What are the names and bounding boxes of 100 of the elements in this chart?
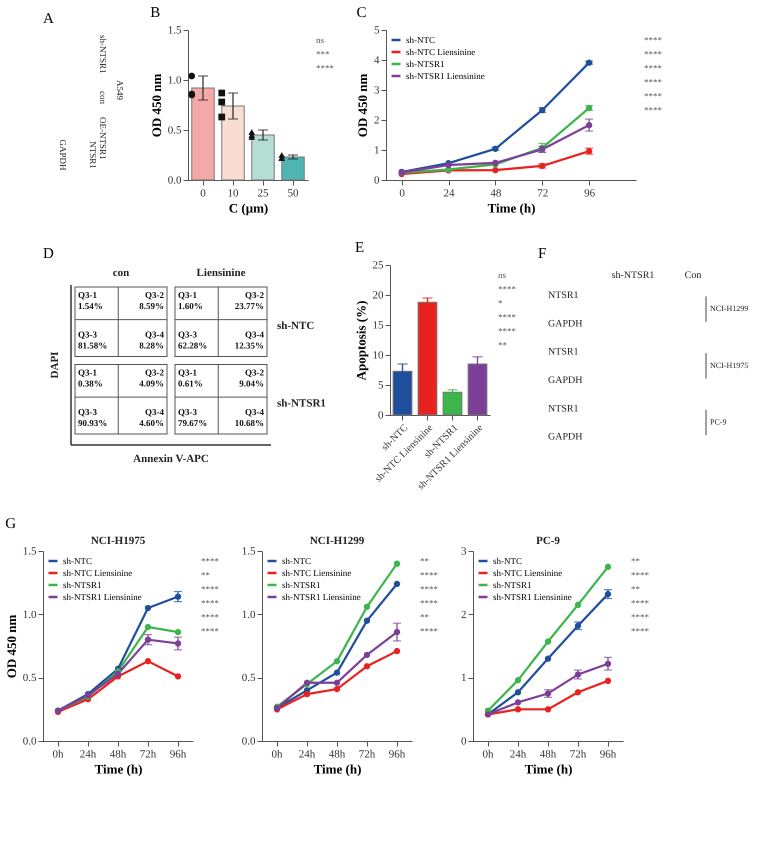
text: NCI-H1299 <box>710 304 748 314</box>
x-tick-label: 50 <box>288 188 299 200</box>
text: **** <box>420 598 438 608</box>
x-axis-title: Time (h) <box>524 762 572 776</box>
legend-label: sh-NTSR1 Liensinine <box>63 592 142 602</box>
text: PC-9 <box>710 418 726 426</box>
text: **** <box>631 570 650 580</box>
y-tick-label: 1.0 <box>242 608 256 621</box>
text: ** <box>201 570 210 580</box>
category-label: NTSR1 <box>548 290 579 301</box>
text: D <box>43 246 54 262</box>
y-tick-label: 1 <box>461 672 466 684</box>
text: **** <box>644 35 662 45</box>
x-tick-label: 72h <box>570 748 587 760</box>
legend-label: sh-NTSR1 Liensinine <box>493 592 572 602</box>
x-tick-label: 25 <box>258 188 269 200</box>
legend-label: sh-NTC Liensinine <box>63 568 132 578</box>
y-tick-label: 0.0 <box>22 736 37 748</box>
y-tick-label: 5 <box>374 24 380 36</box>
y-tick-label: 10 <box>372 350 384 362</box>
x-tick-label: 24h <box>510 748 527 760</box>
text: A <box>43 11 54 27</box>
y-tick-label: 25 <box>372 260 384 272</box>
text: **** <box>631 598 650 608</box>
x-tick-label: 96 <box>584 188 596 200</box>
x-tick-label: 72h <box>140 748 157 760</box>
category-label: sh-NTSR1 <box>277 397 326 410</box>
text: **** <box>644 49 662 59</box>
x-tick-label: 72h <box>358 748 376 760</box>
x-tick-label: 24h <box>80 748 97 760</box>
y-axis-title: Apoptosis (%) <box>354 300 368 380</box>
x-tick-label: 96h <box>170 748 187 760</box>
y-tick-label: 0.5 <box>168 124 182 136</box>
x-axis-title: Time (h) <box>94 762 142 776</box>
y-axis-title: OD 450 nm <box>4 614 19 678</box>
text: Q3-2 4.09% <box>139 368 164 388</box>
text: ** <box>631 556 640 566</box>
y-tick-label: 2 <box>374 114 380 126</box>
legend-label: sh-NTC <box>63 556 92 566</box>
text: *** <box>316 49 330 59</box>
text: Q3-4 12.35% <box>234 330 264 350</box>
y-tick-label: 1.5 <box>168 24 182 36</box>
text: **** <box>420 584 438 594</box>
x-tick-label: 0h <box>52 748 64 760</box>
category-label: GAPDH <box>548 318 582 330</box>
category-label: sh-NTC <box>277 320 314 332</box>
x-axis-title: C (μm) <box>228 200 268 216</box>
text: **** <box>498 312 516 322</box>
text: Q3-4 4.60% <box>139 407 164 428</box>
category-label: GAPDH <box>548 432 582 443</box>
y-axis-title: OD 450 nm <box>355 74 370 138</box>
chart-title: E <box>355 240 364 256</box>
category-label: GAPDH <box>58 139 68 171</box>
x-tick-label: 10 <box>228 188 239 200</box>
text: sh-NTSR1 <box>98 35 108 74</box>
x-tick-label: 48h <box>110 748 127 760</box>
category-label: con <box>112 267 130 279</box>
x-tick-label: 0h <box>482 748 494 760</box>
y-tick-label: 15 <box>372 320 384 332</box>
category-label: Liensinine <box>196 267 246 279</box>
text: OE-NTSR1 <box>98 117 108 160</box>
text: **** <box>420 626 438 636</box>
legend-label: sh-NTSR1 Liensinine <box>406 71 485 81</box>
chart-title: C <box>356 5 367 21</box>
text: Q3-1 0.61% <box>178 368 203 388</box>
chart-subtitle: NCI-H1299 <box>310 535 365 547</box>
x-tick-label: 0h <box>272 748 283 760</box>
x-axis-title: Time (h) <box>314 762 362 776</box>
category-label: NTSR1 <box>548 346 579 358</box>
text: ** <box>631 584 640 594</box>
text: Q3-2 8.59% <box>139 290 164 311</box>
text: Q3-1 1.54% <box>78 290 103 311</box>
legend-label: sh-NTC <box>406 35 435 45</box>
category-label: Con <box>684 270 702 281</box>
legend-label: sh-NTSR1 <box>406 59 445 69</box>
text: A549 <box>115 80 125 100</box>
y-tick-label: 0.0 <box>242 736 256 748</box>
text: Q3-3 90.93% <box>78 407 108 428</box>
chart-subtitle: NCI-H1975 <box>90 535 146 547</box>
text: Q3-1 0.38% <box>78 368 103 388</box>
x-tick-label: 0 <box>399 188 406 200</box>
category-label: GAPDH <box>548 375 582 386</box>
text: Q3-4 10.68% <box>234 407 264 428</box>
text: **** <box>631 626 650 636</box>
text: DAPI <box>49 352 61 378</box>
y-tick-label: 5 <box>378 380 384 392</box>
text: **** <box>420 570 438 580</box>
text: **** <box>631 612 650 622</box>
text: **** <box>644 105 662 115</box>
y-tick-label: 20 <box>372 290 384 302</box>
y-tick-label: 0.5 <box>242 672 256 684</box>
category-label: NTSR1 <box>548 403 579 414</box>
text: **** <box>498 284 516 294</box>
y-tick-label: 1.5 <box>22 546 37 558</box>
chart-subtitle: PC-9 <box>536 535 560 547</box>
x-tick-label: 96h <box>388 748 406 760</box>
text: **** <box>201 626 220 636</box>
y-tick-label: 0 <box>461 736 467 748</box>
legend-label: sh-NTC <box>493 556 522 566</box>
legend-label: sh-NTSR1 <box>493 580 532 590</box>
